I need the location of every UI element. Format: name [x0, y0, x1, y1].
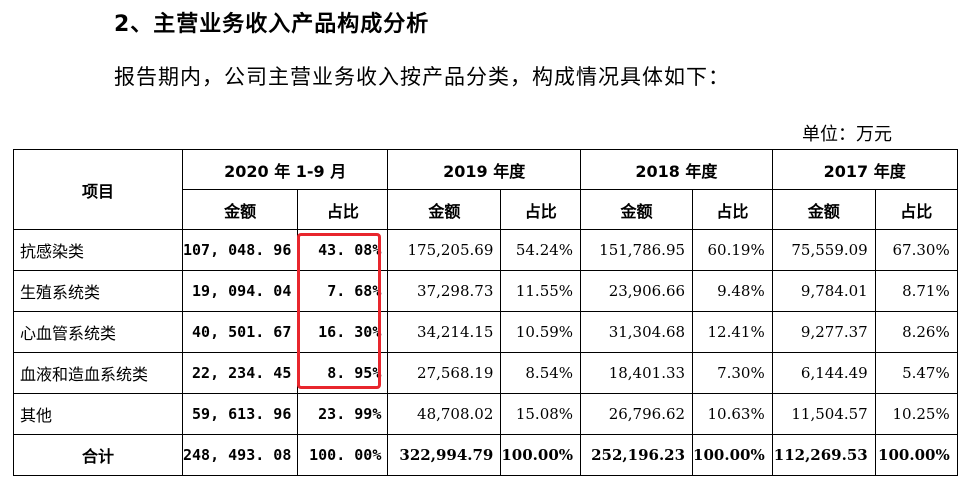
section-heading: 2、主营业务收入产品构成分析	[114, 12, 430, 37]
total-row: 合计 248, 493. 08 100. 00% 322,994.79 100.00% 2…	[13, 434, 958, 476]
period-header: 2018 年度	[580, 149, 773, 190]
amount-cell: 151,786.95	[580, 229, 694, 271]
amount-cell: 26,796.62	[580, 393, 694, 435]
amount-cell: 9,784.01	[771, 270, 876, 312]
amount-cell: 11,504.57	[771, 393, 876, 435]
amount-cell: 252,196.23	[580, 434, 694, 476]
ratio-cell: 100.00%	[692, 434, 773, 476]
table-row: 心血管系统类 40, 501. 67 16. 30% 34,214.15 10.59% 3…	[13, 311, 958, 353]
amount-cell: 112,269.53	[771, 434, 876, 476]
ratio-cell: 23. 99%	[297, 393, 389, 435]
amount-cell: 40, 501. 67	[181, 311, 299, 353]
table-row: 生殖系统类 19, 094. 04 7. 68% 37,298.73 11.55% 23,…	[13, 270, 958, 312]
ratio-cell: 16. 30%	[297, 311, 389, 353]
amount-cell: 19, 094. 04	[181, 270, 299, 312]
ratio-cell: 10.63%	[692, 393, 773, 435]
ratio-header: 占比	[500, 189, 582, 230]
amount-cell: 18,401.33	[580, 352, 694, 394]
ratio-cell: 8.71%	[874, 270, 958, 312]
unit-label: 单位：万元	[802, 124, 892, 145]
amount-cell: 23,906.66	[580, 270, 694, 312]
amount-cell: 75,559.09	[771, 229, 876, 271]
amount-cell: 175,205.69	[387, 229, 502, 271]
amount-cell: 22, 234. 45	[181, 352, 299, 394]
ratio-cell: 100. 00%	[297, 434, 389, 476]
table-body: 抗感染类 107, 048. 96 43. 08% 175,205.69 54.24% 1…	[13, 229, 958, 476]
amount-cell: 322,994.79	[387, 434, 502, 476]
amount-cell: 59, 613. 96	[181, 393, 299, 435]
ratio-header: 占比	[692, 189, 773, 230]
table-row: 血液和造血系统类 22, 234. 45 8. 95% 27,568.19 8.54% 1…	[13, 352, 958, 394]
ratio-cell: 60.19%	[692, 229, 773, 271]
amount-header: 金额	[387, 189, 502, 230]
ratio-cell: 12.41%	[692, 311, 773, 353]
ratio-cell: 8.54%	[500, 352, 582, 394]
amount-header: 金额	[771, 189, 876, 230]
period-header: 2017 年度	[771, 149, 958, 190]
amount-cell: 37,298.73	[387, 270, 502, 312]
ratio-cell: 100.00%	[500, 434, 582, 476]
ratio-cell: 8. 95%	[297, 352, 389, 394]
ratio-cell: 100.00%	[874, 434, 958, 476]
ratio-header: 占比	[874, 189, 958, 230]
row-label: 血液和造血系统类	[13, 352, 183, 394]
period-header: 2020 年 1-9 月	[181, 149, 389, 190]
ratio-cell: 67.30%	[874, 229, 958, 271]
ratio-cell: 7. 68%	[297, 270, 389, 312]
ratio-cell: 10.59%	[500, 311, 582, 353]
period-header-row: 项目 2020 年 1-9 月 2019 年度 2018 年度 2017 年度	[13, 149, 958, 230]
amount-cell: 27,568.19	[387, 352, 502, 394]
amount-cell: 31,304.68	[580, 311, 694, 353]
ratio-cell: 10.25%	[874, 393, 958, 435]
row-label: 其他	[13, 393, 183, 435]
intro-paragraph: 报告期内，公司主营业务收入按产品分类，构成情况具体如下：	[114, 65, 730, 89]
table-row: 其他 59, 613. 96 23. 99% 48,708.02 15.08% 26,79…	[13, 393, 958, 435]
amount-cell: 48,708.02	[387, 393, 502, 435]
ratio-cell: 9.48%	[692, 270, 773, 312]
item-header: 项目	[13, 149, 183, 230]
ratio-cell: 43. 08%	[297, 229, 389, 271]
ratio-cell: 54.24%	[500, 229, 582, 271]
ratio-header: 占比	[297, 189, 389, 230]
row-label: 抗感染类	[13, 229, 183, 271]
amount-cell: 248, 493. 08	[181, 434, 299, 476]
ratio-cell: 5.47%	[874, 352, 958, 394]
amount-cell: 9,277.37	[771, 311, 876, 353]
ratio-cell: 11.55%	[500, 270, 582, 312]
amount-cell: 107, 048. 96	[181, 229, 299, 271]
ratio-cell: 15.08%	[500, 393, 582, 435]
amount-cell: 6,144.49	[771, 352, 876, 394]
row-label: 生殖系统类	[13, 270, 183, 312]
row-label: 心血管系统类	[13, 311, 183, 353]
period-header: 2019 年度	[387, 149, 582, 190]
amount-cell: 34,214.15	[387, 311, 502, 353]
ratio-cell: 8.26%	[874, 311, 958, 353]
table-row: 抗感染类 107, 048. 96 43. 08% 175,205.69 54.24% 1…	[13, 229, 958, 271]
ratio-cell: 7.30%	[692, 352, 773, 394]
revenue-composition-table: 项目 2020 年 1-9 月 2019 年度 2018 年度 2017 年度 …	[13, 149, 958, 476]
amount-header: 金额	[181, 189, 299, 230]
amount-header: 金额	[580, 189, 694, 230]
row-label: 合计	[13, 434, 183, 476]
column-header-row: 金额 占比 金额 占比 金额 占比 金额 占比	[14, 189, 958, 230]
